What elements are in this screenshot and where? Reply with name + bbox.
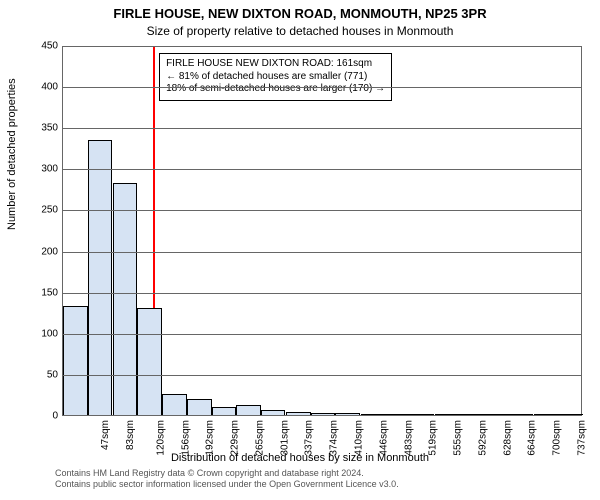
y-tick-label: 350 xyxy=(28,123,58,134)
histogram-bar xyxy=(311,413,336,415)
gridline xyxy=(62,252,582,253)
x-tick-label: 301sqm xyxy=(279,420,290,456)
histogram-bar xyxy=(361,414,386,415)
annotation-line: 18% of semi-detached houses are larger (… xyxy=(166,83,385,96)
x-tick-label: 120sqm xyxy=(156,420,167,456)
gridline xyxy=(62,334,582,335)
histogram-bar xyxy=(509,414,534,415)
x-tick-label: 446sqm xyxy=(378,420,389,456)
gridline xyxy=(62,293,582,294)
histogram-bar xyxy=(459,414,484,415)
y-tick-label: 250 xyxy=(28,205,58,216)
x-tick-label: 737sqm xyxy=(577,420,588,456)
histogram-bar xyxy=(385,414,410,415)
histogram-bar xyxy=(137,308,162,415)
y-tick-label: 150 xyxy=(28,287,58,298)
x-tick-label: 519sqm xyxy=(428,420,439,456)
histogram-bar xyxy=(484,414,509,415)
footer-line: Contains public sector information licen… xyxy=(55,479,399,490)
y-tick-label: 0 xyxy=(28,411,58,422)
x-tick-label: 410sqm xyxy=(354,420,365,456)
chart-title: FIRLE HOUSE, NEW DIXTON ROAD, MONMOUTH, … xyxy=(0,0,600,22)
y-axis-label: Number of detached properties xyxy=(6,78,18,230)
x-tick-label: 628sqm xyxy=(502,420,513,456)
histogram-bar xyxy=(335,413,360,415)
x-tick-label: 265sqm xyxy=(255,420,266,456)
histogram-bar xyxy=(63,306,88,415)
histogram-bar xyxy=(113,183,138,415)
histogram-bar xyxy=(410,414,435,415)
histogram-bar xyxy=(286,412,311,415)
histogram-bar xyxy=(212,407,237,415)
x-tick-label: 192sqm xyxy=(205,420,216,456)
x-tick-label: 592sqm xyxy=(478,420,489,456)
histogram-bar xyxy=(534,414,559,415)
chart-subtitle: Size of property relative to detached ho… xyxy=(0,22,600,38)
histogram-bar xyxy=(187,399,212,415)
y-tick-label: 300 xyxy=(28,164,58,175)
x-tick-label: 337sqm xyxy=(304,420,315,456)
footer-line: Contains HM Land Registry data © Crown c… xyxy=(55,468,399,479)
y-tick-label: 450 xyxy=(28,41,58,52)
histogram-bar xyxy=(88,140,113,415)
gridline xyxy=(62,87,582,88)
histogram-bar xyxy=(162,394,187,415)
histogram-bar xyxy=(236,405,261,415)
x-tick-label: 664sqm xyxy=(527,420,538,456)
x-tick-label: 229sqm xyxy=(230,420,241,456)
histogram-bar xyxy=(558,414,583,415)
gridline xyxy=(62,210,582,211)
x-tick-label: 555sqm xyxy=(453,420,464,456)
gridline xyxy=(62,375,582,376)
chart-container: FIRLE HOUSE, NEW DIXTON ROAD, MONMOUTH, … xyxy=(0,0,600,500)
x-tick-label: 374sqm xyxy=(329,420,340,456)
gridline xyxy=(62,169,582,170)
y-tick-label: 50 xyxy=(28,369,58,380)
histogram-bar xyxy=(435,414,460,415)
x-tick-label: 156sqm xyxy=(180,420,191,456)
annotation-line: ← 81% of detached houses are smaller (77… xyxy=(166,71,385,84)
x-tick-label: 83sqm xyxy=(125,420,136,450)
x-tick-label: 700sqm xyxy=(551,420,562,456)
y-tick-label: 400 xyxy=(28,82,58,93)
x-tick-label: 483sqm xyxy=(403,420,414,456)
annotation-line: FIRLE HOUSE NEW DIXTON ROAD: 161sqm xyxy=(166,58,385,71)
gridline xyxy=(62,46,582,47)
y-tick-label: 200 xyxy=(28,246,58,257)
y-tick-label: 100 xyxy=(28,328,58,339)
footer: Contains HM Land Registry data © Crown c… xyxy=(55,468,399,490)
plot-area: FIRLE HOUSE NEW DIXTON ROAD: 161sqm ← 81… xyxy=(62,46,582,416)
gridline xyxy=(62,128,582,129)
annotation-box: FIRLE HOUSE NEW DIXTON ROAD: 161sqm ← 81… xyxy=(159,53,392,101)
histogram-bar xyxy=(261,410,286,415)
x-tick-label: 47sqm xyxy=(100,420,111,450)
